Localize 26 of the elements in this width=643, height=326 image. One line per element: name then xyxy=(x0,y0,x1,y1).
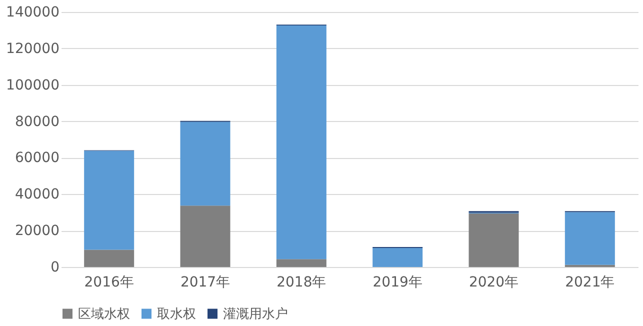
legend-label: 灌溉用水户 xyxy=(223,306,288,322)
y-tick-label: 40000 xyxy=(14,186,60,203)
bar xyxy=(276,25,326,260)
bar xyxy=(180,122,230,206)
bar xyxy=(564,212,615,265)
y-tick-label: 120000 xyxy=(6,40,60,57)
bar xyxy=(468,213,519,267)
x-tick-label: 2017年 xyxy=(180,274,230,290)
y-tick-label: 0 xyxy=(50,260,60,276)
bar xyxy=(276,259,326,267)
y-tick-label: 100000 xyxy=(6,77,60,94)
legend-label: 区域水权 xyxy=(78,306,130,322)
y-tick-label: 20000 xyxy=(14,223,60,240)
x-tick-label: 2019年 xyxy=(372,274,422,290)
legend-label: 取水权 xyxy=(157,306,196,322)
y-tick-label: 60000 xyxy=(14,150,60,166)
y-tick-label: 80000 xyxy=(14,114,60,130)
bar xyxy=(180,206,230,267)
bar xyxy=(84,250,134,267)
y-tick-label: 140000 xyxy=(6,4,60,20)
x-tick-label: 2018年 xyxy=(276,274,326,290)
x-tick-label: 2020年 xyxy=(468,274,519,290)
x-tick-label: 2021年 xyxy=(565,274,615,290)
bar xyxy=(84,150,134,250)
x-tick-label: 2016年 xyxy=(84,274,134,290)
bar xyxy=(372,248,423,267)
